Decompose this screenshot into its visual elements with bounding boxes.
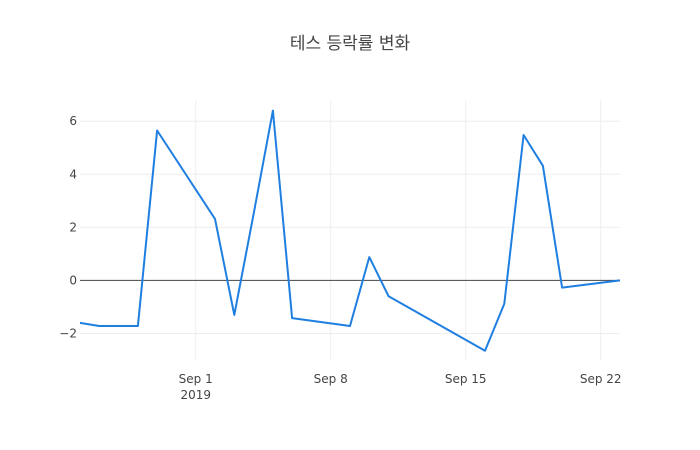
y-tick-label: −2 bbox=[59, 326, 77, 340]
x-axis: Sep 1 2019 Sep 8 Sep 15 Sep 22 bbox=[179, 372, 622, 402]
series-line bbox=[79, 109, 621, 352]
chart-title: 테스 등락률 변화 bbox=[290, 34, 411, 54]
x-tick-sublabel: 2019 bbox=[180, 388, 211, 402]
series-layer bbox=[79, 109, 621, 352]
y-tick-label: 2 bbox=[69, 220, 77, 234]
grid bbox=[80, 100, 620, 360]
y-tick-label: 0 bbox=[69, 273, 77, 287]
y-tick-label: 6 bbox=[69, 114, 77, 128]
x-tick-label: Sep 8 bbox=[314, 372, 348, 386]
x-tick-label: Sep 22 bbox=[580, 372, 622, 386]
x-tick-label: Sep 1 bbox=[179, 372, 213, 386]
x-tick-label: Sep 15 bbox=[445, 372, 487, 386]
y-tick-label: 4 bbox=[69, 167, 77, 181]
y-axis: −2 0 2 4 6 bbox=[59, 114, 77, 340]
